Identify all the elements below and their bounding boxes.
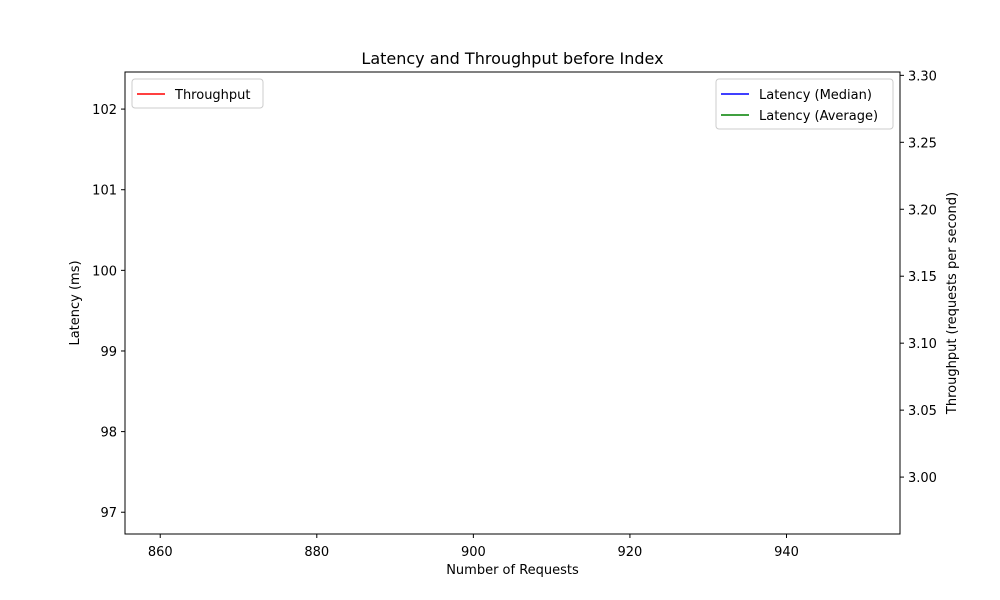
legend-label: Latency (Average) — [759, 109, 878, 124]
y-axis-label: Latency (ms) — [68, 260, 83, 345]
x-tick-label: 920 — [618, 545, 643, 560]
y2-tick-label: 3.05 — [908, 404, 937, 419]
y-tick-label: 100 — [92, 264, 117, 279]
legend-throughput: Throughput — [131, 78, 264, 109]
x-axis-label: Number of Requests — [446, 563, 579, 578]
legend-label: Latency (Median) — [759, 88, 872, 103]
x-tick-label: 900 — [461, 545, 486, 560]
x-axis: 860 880 900 920 940 — [148, 534, 799, 560]
y2-tick-label: 3.30 — [908, 69, 937, 84]
y2-axis-label: Throughput (requests per second) — [945, 192, 960, 415]
y-tick-label: 101 — [92, 184, 117, 199]
y-axis-left: 97 98 99 100 101 102 — [92, 103, 125, 521]
y-tick-label: 98 — [100, 426, 117, 441]
legend-label: Throughput — [174, 88, 251, 103]
y-axis-right: 3.00 3.05 3.10 3.15 3.20 3.25 3.30 — [900, 69, 937, 486]
x-tick-label: 940 — [774, 545, 799, 560]
legend-latency: Latency (Median) Latency (Average) — [715, 78, 894, 130]
y-tick-label: 97 — [100, 506, 117, 521]
legend-box — [715, 78, 894, 130]
y2-tick-label: 3.20 — [908, 203, 937, 218]
y2-tick-label: 3.15 — [908, 270, 937, 285]
y-tick-label: 99 — [100, 345, 117, 360]
chart-title: Latency and Throughput before Index — [361, 49, 663, 68]
x-tick-label: 860 — [148, 545, 173, 560]
y2-tick-label: 3.25 — [908, 136, 937, 151]
plot-area — [124, 71, 901, 535]
legend-box — [131, 78, 264, 109]
y2-tick-label: 3.10 — [908, 337, 937, 352]
y-tick-label: 102 — [92, 103, 117, 118]
x-tick-label: 880 — [304, 545, 329, 560]
y2-tick-label: 3.00 — [908, 471, 937, 486]
